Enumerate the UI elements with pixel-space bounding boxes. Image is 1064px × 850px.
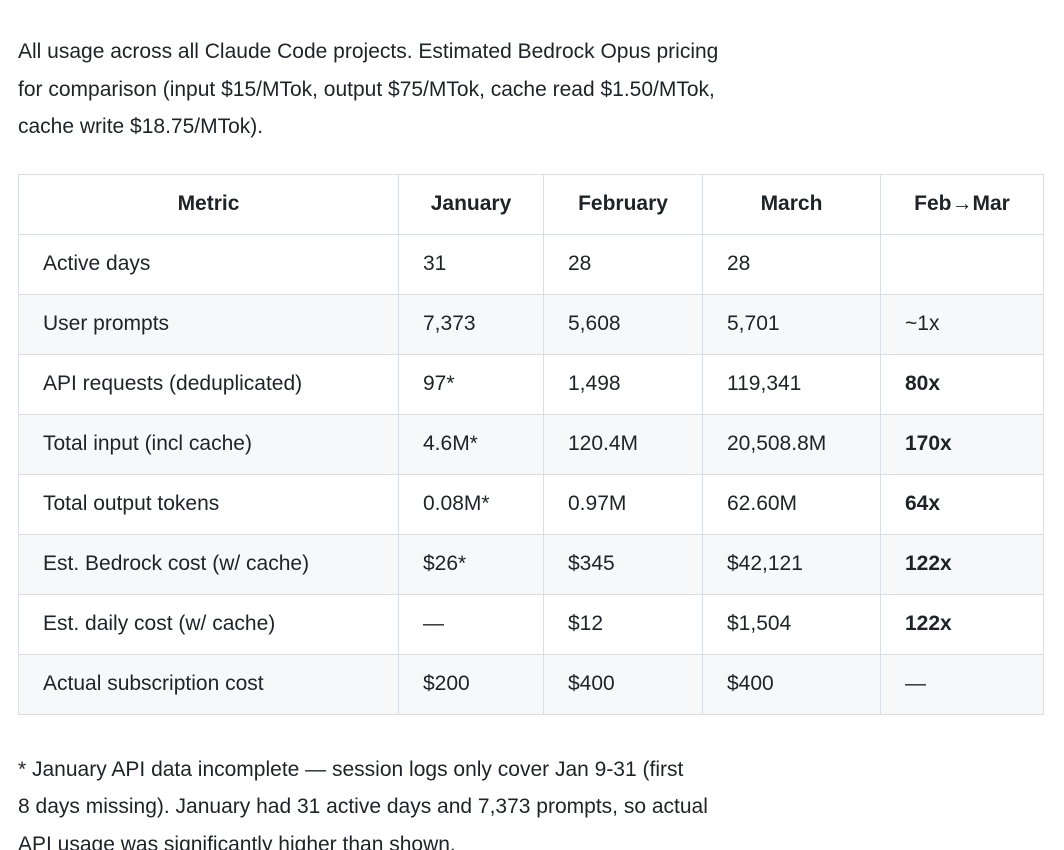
table-row-active-days: Active days 31 28 28 [18,233,1044,295]
intro-line: All usage across all Claude Code project… [18,40,719,63]
table-row-user-prompts: User prompts 7,373 5,608 5,701 ~1x [18,293,1044,355]
table-cell: — [880,653,1044,715]
table-cell: $345 [543,533,703,595]
table-cell: $26* [398,533,544,595]
table-cell: 62.60M [702,473,881,535]
table-cell: 7,373 [398,293,544,355]
table-cell [880,233,1044,295]
intro-paragraph: All usage across all Claude Code project… [18,33,938,146]
table-cell: 119,341 [702,353,881,415]
intro-line: cache write $18.75/MTok). [18,115,264,138]
row-label: API requests (deduplicated) [18,353,399,415]
table-cell-growth: 64x [880,473,1044,535]
usage-table: Metric January February March Feb→Mar Ac… [18,173,1044,715]
table-cell: 0.08M* [398,473,544,535]
table-cell: $12 [543,593,703,655]
footnote-line: * January API data incomplete — session … [18,757,684,781]
table-cell: 1,498 [543,353,703,415]
table-cell-growth: 80x [880,353,1044,415]
table-cell: 5,701 [702,293,881,355]
table-row-subscription-cost: Actual subscription cost $200 $400 $400 … [18,653,1044,715]
row-label: Total output tokens [18,473,399,535]
row-label: Total input (incl cache) [18,413,399,475]
table-cell: $400 [702,653,881,715]
row-label: Est. Bedrock cost (w/ cache) [18,533,399,595]
usage-table-body: Active days 31 28 28 User prompts 7,373 … [18,233,1044,715]
table-cell-growth: 122x [880,593,1044,655]
table-cell: 5,608 [543,293,703,355]
table-cell: — [398,593,544,655]
row-label: Est. daily cost (w/ cache) [18,593,399,655]
row-label: Active days [18,233,399,295]
table-cell: 28 [543,233,703,295]
table-cell: 20,508.8M [702,413,881,475]
table-row-api-requests: API requests (deduplicated) 97* 1,498 11… [18,353,1044,415]
column-header-feb-mar: Feb→Mar [880,173,1044,235]
table-cell: 28 [702,233,881,295]
table-row-daily-cost: Est. daily cost (w/ cache) — $12 $1,504 … [18,593,1044,655]
column-header-metric: Metric [18,173,399,235]
table-row-total-input: Total input (incl cache) 4.6M* 120.4M 20… [18,413,1044,475]
table-cell: 0.97M [543,473,703,535]
table-cell-growth: 170x [880,413,1044,475]
table-cell: $1,504 [702,593,881,655]
table-cell: $400 [543,653,703,715]
footnote-line: 8 days missing). January had 31 active d… [18,795,708,818]
table-cell: 120.4M [543,413,703,475]
table-cell: $200 [398,653,544,715]
row-label: Actual subscription cost [18,653,399,715]
footnote-paragraph: * January API data incomplete — session … [18,751,1046,850]
footnote-line: API usage was significantly higher than … [18,832,456,850]
intro-line: for comparison (input $15/MTok, output $… [18,77,715,101]
table-cell: 31 [398,233,544,295]
table-cell: ~1x [880,293,1044,355]
row-label: User prompts [18,293,399,355]
usage-table-header: Metric January February March Feb→Mar [18,173,1044,235]
table-row-bedrock-cost: Est. Bedrock cost (w/ cache) $26* $345 $… [18,533,1044,595]
table-cell: 4.6M* [398,413,544,475]
column-header-march: March [702,173,881,235]
header-row: Metric January February March Feb→Mar [18,173,1044,235]
table-cell-growth: 122x [880,533,1044,595]
column-header-february: February [543,173,703,235]
table-cell: 97* [398,353,544,415]
column-header-january: January [398,173,544,235]
table-row-total-output: Total output tokens 0.08M* 0.97M 62.60M … [18,473,1044,535]
table-cell: $42,121 [702,533,881,595]
